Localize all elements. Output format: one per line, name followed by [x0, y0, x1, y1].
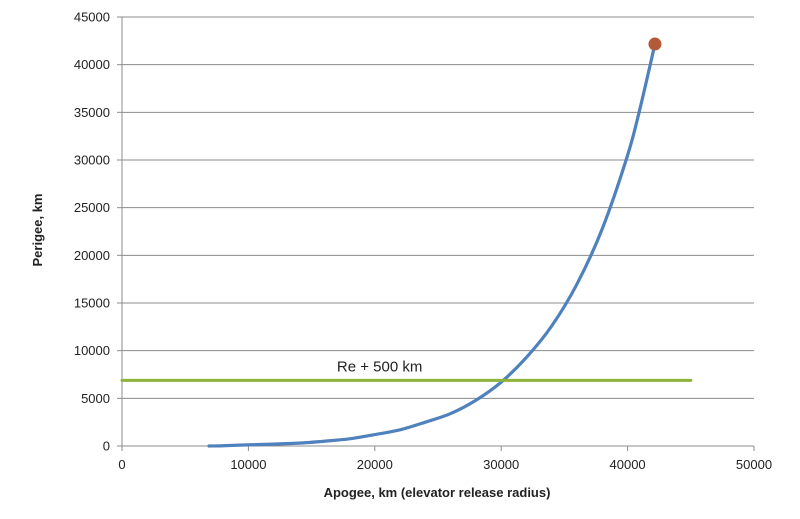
x-tick-label: 10000 — [230, 457, 266, 472]
x-tick-label: 20000 — [357, 457, 393, 472]
y-tick-label: 0 — [103, 439, 110, 454]
annotation-label: Re + 500 km — [337, 359, 422, 376]
y-tick-labels: 0 5000 10000 15000 20000 25000 30000 35000 40000… — [74, 10, 110, 454]
x-tick-label: 30000 — [483, 457, 519, 472]
end-point-marker — [648, 37, 662, 51]
x-tick-label: 50000 — [736, 457, 772, 472]
series-line-1 — [207, 42, 657, 448]
annotations-group: Re + 500 km — [337, 359, 422, 376]
y-tick-label: 35000 — [74, 105, 110, 120]
markers-group — [648, 37, 662, 51]
axes — [117, 16, 755, 451]
y-tick-label: 15000 — [74, 296, 110, 311]
y-axis-title: Perigee, km — [30, 194, 45, 267]
y-tick-label: 5000 — [81, 391, 110, 406]
y-tick-label: 20000 — [74, 248, 110, 263]
x-tick-label: 40000 — [610, 457, 646, 472]
x-tick-label: 0 — [118, 457, 125, 472]
y-tick-label: 25000 — [74, 200, 110, 215]
grid-lines — [122, 16, 754, 399]
series-group — [120, 42, 693, 448]
y-tick-label: 30000 — [74, 153, 110, 168]
y-tick-label: 45000 — [74, 10, 110, 25]
x-axis-title: Apogee, km (elevator release radius) — [324, 485, 551, 500]
x-tick-labels: 0 10000 20000 30000 40000 50000 — [118, 457, 772, 472]
y-tick-label: 40000 — [74, 57, 110, 72]
y-tick-label: 10000 — [74, 343, 110, 358]
